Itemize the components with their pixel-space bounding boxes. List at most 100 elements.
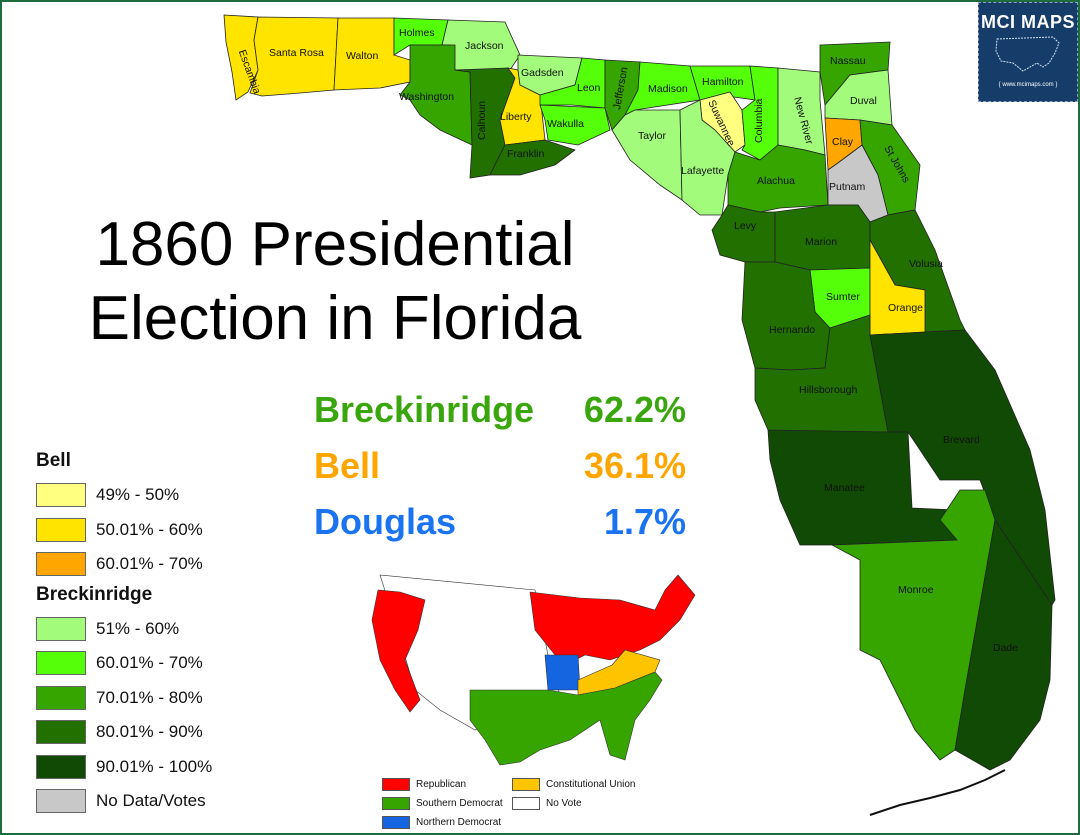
label-franklin: Franklin — [507, 148, 545, 160]
legend-swatch — [36, 685, 86, 710]
legend-label: 49% - 50% — [96, 485, 180, 505]
county-franklin — [489, 139, 576, 176]
us-pacific-republican — [371, 589, 426, 713]
legend-swatch — [36, 616, 86, 641]
label-hamilton: Hamilton — [702, 76, 744, 88]
legend-swatch — [36, 552, 86, 577]
result-row-bell: Bell 36.1% — [314, 444, 686, 500]
us-legend-item: Northern Democrat — [382, 816, 501, 829]
label-marion: Marion — [805, 236, 837, 248]
label-leon: Leon — [577, 82, 601, 94]
label-sumter: Sumter — [826, 291, 860, 303]
result-row-breckinridge: Breckinridge 62.2% — [314, 388, 686, 444]
legend-label: 50.01% - 60% — [96, 519, 203, 539]
label-clay: Clay — [832, 136, 854, 148]
legend-item: 50.01% - 60% — [36, 513, 212, 548]
legend-swatch — [36, 651, 86, 676]
legend-label: No Data/Votes — [96, 791, 206, 811]
label-levy: Levy — [734, 220, 757, 232]
candidate-percent: 1.7% — [603, 501, 686, 542]
label-holmes: Holmes — [399, 27, 435, 39]
legend-item: 70.01% - 80% — [36, 681, 212, 716]
county-taylor — [611, 109, 683, 201]
us-inset-map — [371, 574, 696, 766]
legend-item: 80.01% - 90% — [36, 715, 212, 750]
us-north-republican — [529, 574, 696, 661]
legend-swatch — [36, 517, 86, 542]
label-manatee: Manatee — [824, 482, 865, 494]
label-madison: Madison — [648, 83, 688, 95]
label-lafayette: Lafayette — [681, 165, 724, 177]
us-outline-icon — [995, 36, 1060, 72]
legend-label: Republican — [416, 779, 467, 790]
legend-label: Southern Democrat — [416, 798, 503, 809]
legend-swatch — [382, 816, 410, 829]
legend-item: 60.01% - 70% — [36, 646, 212, 681]
mci-maps-logo: MCI MAPS { www.mcimaps.com } — [978, 2, 1078, 102]
legend-swatch — [512, 778, 540, 791]
logo-text: MCI MAPS — [981, 12, 1075, 32]
legend-swatch — [36, 720, 86, 745]
county-brevard — [869, 329, 1056, 606]
legend-label: 60.01% - 70% — [96, 554, 203, 574]
legend-label: 60.01% - 70% — [96, 653, 203, 673]
legend-heading-breckinridge: Breckinridge — [36, 583, 153, 605]
label-liberty: Liberty — [500, 111, 532, 123]
label-alachua: Alachua — [757, 175, 795, 187]
legend-swatch — [36, 483, 86, 508]
label-duval: Duval — [850, 95, 877, 107]
label-orange: Orange — [888, 302, 923, 314]
label-putnam: Putnam — [829, 181, 865, 193]
candidate-name: Breckinridge — [314, 389, 535, 430]
legend-item: 51% - 60% — [36, 612, 212, 647]
legend-swatch — [382, 797, 410, 810]
legend-item: 90.01% - 100% — [36, 750, 212, 785]
candidate-percent: 62.2% — [583, 389, 686, 430]
label-taylor: Taylor — [638, 130, 667, 142]
county-washington — [399, 44, 473, 146]
logo-url: { www.mcimaps.com } — [998, 82, 1058, 88]
legend-swatch — [382, 778, 410, 791]
label-jackson: Jackson — [465, 40, 504, 52]
legend-heading-bell: Bell — [36, 450, 71, 471]
label-calhoun: Calhoun — [476, 101, 488, 140]
county-legend: Bell 49% - 50% 50.01% - 60% 60.01% - 70%… — [36, 448, 212, 819]
label-volusia: Volusia — [909, 258, 943, 270]
legend-item: No Data/Votes — [36, 784, 212, 819]
us-legend-item: Republican — [382, 778, 466, 791]
title-line-2: Election in Florida — [88, 284, 582, 354]
legend-label: No Vote — [546, 798, 582, 809]
us-south-southern-dem — [469, 671, 663, 766]
us-legend-item: Southern Democrat — [382, 797, 503, 810]
us-missouri-northern-dem — [544, 654, 581, 691]
legend-item: 49% - 50% — [36, 478, 212, 513]
label-hillsborough: Hillsborough — [799, 384, 858, 396]
label-walton: Walton — [346, 50, 378, 62]
label-nassau: Nassau — [830, 55, 866, 67]
result-row-douglas: Douglas 1.7% — [314, 500, 686, 556]
florida-keys — [869, 769, 1006, 816]
legend-label: 70.01% - 80% — [96, 687, 203, 707]
legend-label: Northern Democrat — [416, 817, 502, 828]
legend-swatch — [512, 797, 540, 810]
label-monroe: Monroe — [898, 584, 934, 596]
label-columbia: Columbia — [753, 98, 765, 143]
statewide-results: Breckinridge 62.2% Bell 36.1% Douglas 1.… — [314, 388, 686, 556]
label-hernando: Hernando — [769, 324, 815, 336]
legend-swatch — [36, 789, 86, 814]
label-gadsden: Gadsden — [521, 67, 564, 79]
candidate-percent: 36.1% — [583, 445, 686, 486]
us-legend-item: Constitutional Union — [512, 778, 636, 791]
label-washington: Washington — [399, 91, 454, 103]
legend-swatch — [36, 754, 86, 779]
us-legend-item: No Vote — [512, 797, 582, 810]
label-santa-rosa: Santa Rosa — [269, 47, 324, 59]
candidate-name: Douglas — [314, 501, 457, 542]
label-brevard: Brevard — [943, 434, 980, 446]
legend-item: 60.01% - 70% — [36, 547, 212, 582]
label-wakulla: Wakulla — [547, 118, 584, 130]
legend-label: 51% - 60% — [96, 618, 180, 638]
label-dade: Dade — [993, 642, 1018, 654]
county-dade — [954, 518, 1053, 771]
